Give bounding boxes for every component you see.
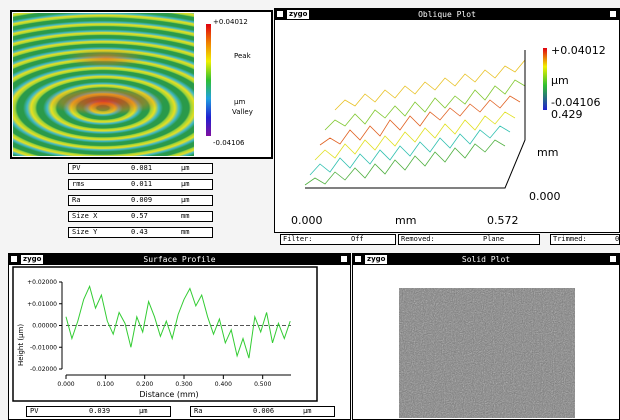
stat-row: Ra 0.006 µm	[190, 406, 335, 417]
logo: zygo	[287, 10, 309, 19]
stat-unit: mm	[181, 212, 189, 221]
stat-name: PV	[30, 407, 38, 416]
oblique-surface: +0.04012 µm -0.04106 0.429 mm 0.000 0.00…	[275, 20, 619, 232]
stat-unit: µm	[181, 196, 189, 205]
window-title: Solid Plot	[462, 255, 510, 264]
x-unit: mm	[395, 214, 416, 227]
title-bar: zygo Oblique Plot	[275, 9, 619, 20]
x-tick-label: 0.500	[254, 381, 271, 388]
title-bar: zygo Solid Plot	[353, 254, 619, 265]
profile-window: zygo Surface Profile Height (µm) Distance…	[8, 253, 351, 420]
menu-icon	[11, 256, 17, 262]
stat-name: Ra	[194, 407, 202, 416]
peak-label: Peak	[234, 52, 251, 60]
stat-row: PV 0.039 µm	[26, 406, 171, 417]
trimmed-value: 0	[615, 235, 619, 244]
filter-value: Off	[351, 235, 364, 244]
valley-label: Valley	[232, 108, 253, 116]
trimmed-label: Trimmed:	[553, 235, 587, 244]
y-axis-label: Height (µm)	[17, 324, 25, 366]
stat-value: 0.43	[131, 228, 148, 237]
colorbar-max: +0.04012	[213, 18, 248, 26]
stat-row: Ra 0.009 µm	[68, 195, 213, 206]
y-tick-label: -0.02000	[30, 366, 57, 373]
y-tick-label: +0.02000	[27, 279, 57, 286]
screen: +0.04012 Peak µm Valley -0.04106 zygo Obl…	[0, 0, 620, 420]
profile-line	[66, 286, 290, 358]
solid-window: zygo Solid Plot	[352, 253, 620, 420]
solid-image	[399, 288, 575, 418]
zoom-icon	[341, 256, 347, 262]
logo: zygo	[365, 255, 387, 264]
stat-row: Size Y 0.43 mm	[68, 227, 213, 238]
window-title: Oblique Plot	[418, 10, 476, 19]
x-tick-label: 0.000	[57, 381, 74, 388]
stat-name: PV	[72, 164, 80, 173]
stat-value: 0.039	[89, 407, 110, 416]
z-unit: µm	[551, 74, 569, 87]
x-min: 0.000	[291, 214, 323, 227]
y-tick-label: +0.01000	[27, 301, 57, 308]
axis-frame	[305, 50, 525, 188]
colorbar-min: -0.04106	[213, 139, 244, 147]
x-tick-label: 0.400	[215, 381, 232, 388]
stat-name: rms	[72, 180, 85, 189]
color-bar	[543, 48, 547, 110]
stat-name: Size X	[72, 212, 97, 221]
stat-unit: µm	[303, 407, 311, 416]
title-bar: zygo Surface Profile	[9, 254, 350, 265]
x-tick-label: 0.200	[136, 381, 153, 388]
y-tick-label: -0.01000	[30, 344, 57, 351]
y-tick-label: 0.00000	[32, 323, 57, 330]
removed-field: Removed: Plane	[398, 234, 540, 245]
x-tick-label: 0.100	[97, 381, 114, 388]
menu-icon	[277, 11, 283, 17]
stat-name: Size Y	[72, 228, 97, 237]
window-title: Surface Profile	[143, 255, 215, 264]
y-max: 0.429	[551, 108, 583, 121]
removed-label: Removed:	[401, 235, 435, 244]
stat-unit: µm	[181, 164, 189, 173]
logo: zygo	[21, 255, 43, 264]
filter-field: Filter: Off	[280, 234, 396, 245]
unit-label: µm	[234, 98, 245, 106]
menu-icon	[355, 256, 361, 262]
removed-value: Plane	[483, 235, 504, 244]
stat-value: 0.011	[131, 180, 152, 189]
x-max: 0.572	[487, 214, 519, 227]
stat-unit: mm	[181, 228, 189, 237]
zoom-icon	[610, 256, 616, 262]
y-unit: mm	[537, 146, 558, 159]
stat-row: rms 0.011 µm	[68, 179, 213, 190]
stat-row: Size X 0.57 mm	[68, 211, 213, 222]
color-bar	[206, 24, 211, 136]
stat-unit: µm	[181, 180, 189, 189]
height-map-highlight	[14, 13, 195, 156]
stat-row: PV 0.081 µm	[68, 163, 213, 174]
stat-name: Ra	[72, 196, 80, 205]
stat-value: 0.006	[253, 407, 274, 416]
oblique-window: zygo Oblique Plot +0.04012 µm -0.04106 0.…	[274, 8, 620, 233]
filter-label: Filter:	[283, 235, 313, 244]
map-panel: +0.04012 Peak µm Valley -0.04106	[10, 10, 273, 159]
stat-value: 0.009	[131, 196, 152, 205]
trimmed-field: Trimmed: 0	[550, 234, 620, 245]
stat-value: 0.081	[131, 164, 152, 173]
x-axis-label: Distance (mm)	[139, 390, 198, 399]
x-tick-label: 0.300	[175, 381, 192, 388]
zoom-icon	[610, 11, 616, 17]
y-min: 0.000	[529, 190, 561, 203]
z-max: +0.04012	[551, 44, 606, 57]
stat-unit: µm	[139, 407, 147, 416]
profile-chart: Height (µm) Distance (mm) +0.02000 +0.010…	[9, 265, 350, 419]
stat-value: 0.57	[131, 212, 148, 221]
